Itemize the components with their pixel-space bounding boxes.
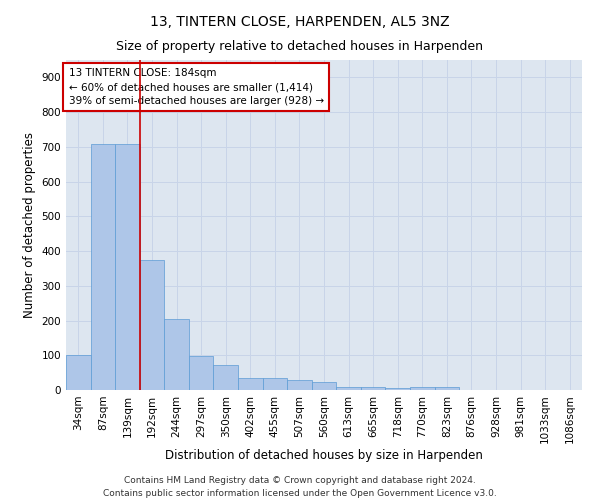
Bar bbox=[115, 144, 140, 390]
Bar bbox=[238, 378, 263, 390]
Bar bbox=[287, 380, 312, 390]
Bar bbox=[263, 378, 287, 390]
Bar bbox=[189, 356, 214, 390]
Bar bbox=[312, 382, 336, 390]
Bar bbox=[361, 386, 385, 390]
Y-axis label: Number of detached properties: Number of detached properties bbox=[23, 132, 36, 318]
Bar bbox=[214, 365, 238, 390]
Bar bbox=[434, 386, 459, 390]
Bar bbox=[140, 260, 164, 390]
Text: Contains HM Land Registry data © Crown copyright and database right 2024.
Contai: Contains HM Land Registry data © Crown c… bbox=[103, 476, 497, 498]
Text: 13, TINTERN CLOSE, HARPENDEN, AL5 3NZ: 13, TINTERN CLOSE, HARPENDEN, AL5 3NZ bbox=[150, 15, 450, 29]
Bar bbox=[91, 144, 115, 390]
Bar bbox=[66, 356, 91, 390]
Text: 13 TINTERN CLOSE: 184sqm
← 60% of detached houses are smaller (1,414)
39% of sem: 13 TINTERN CLOSE: 184sqm ← 60% of detach… bbox=[68, 68, 324, 106]
Text: Size of property relative to detached houses in Harpenden: Size of property relative to detached ho… bbox=[116, 40, 484, 53]
Bar bbox=[410, 386, 434, 390]
X-axis label: Distribution of detached houses by size in Harpenden: Distribution of detached houses by size … bbox=[165, 449, 483, 462]
Bar bbox=[164, 319, 189, 390]
Bar bbox=[336, 386, 361, 390]
Bar bbox=[385, 388, 410, 390]
